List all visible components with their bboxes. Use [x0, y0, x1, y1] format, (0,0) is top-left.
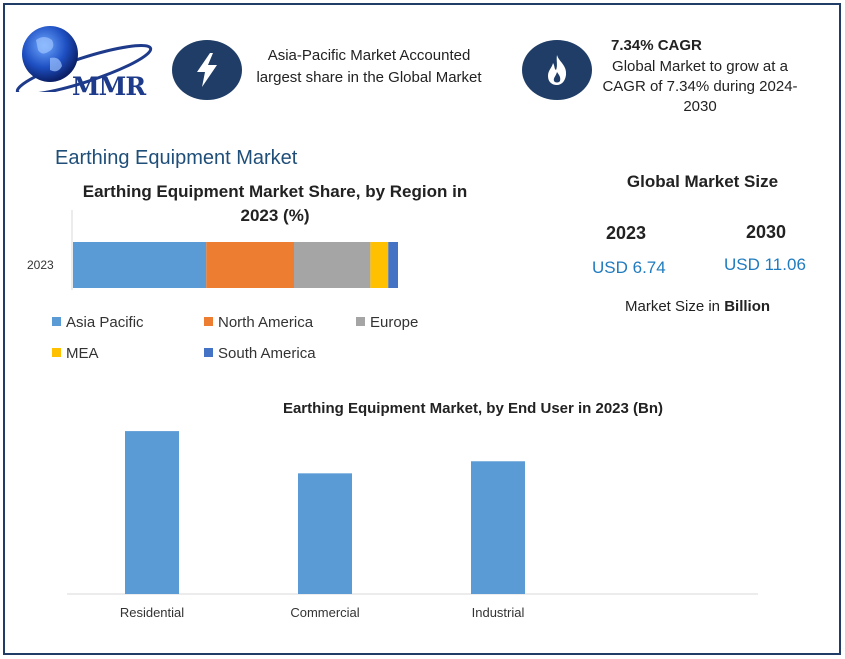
end-user-bar-residential — [125, 431, 179, 594]
end-user-chart-title: Earthing Equipment Market, by End User i… — [283, 400, 663, 417]
legend-label-asia-pacific: Asia Pacific — [66, 314, 144, 331]
region-chart-category-label: 2023 — [27, 258, 54, 272]
section-title: Earthing Equipment Market — [55, 147, 298, 169]
infographic-frame — [3, 3, 841, 655]
flame-icon — [548, 55, 567, 85]
flame-badge — [522, 40, 592, 100]
market-size-unit: Market Size in Billion — [590, 298, 805, 315]
year-2030-label: 2030 — [746, 222, 787, 242]
legend-swatch-north-america — [204, 317, 213, 326]
region-bar-segment-north-america — [206, 242, 294, 288]
legend-swatch-asia-pacific — [52, 317, 61, 326]
market-size-2023-value: USD 6.74 — [592, 258, 666, 277]
lightning-badge — [172, 40, 242, 100]
region-bar-segment-mea — [370, 242, 389, 288]
mmr-logo: MMR — [12, 20, 157, 101]
legend-label-mea: MEA — [66, 345, 99, 362]
cagr-title: 7.34% CAGR — [611, 37, 702, 54]
region-bar-segment-south-america — [388, 242, 398, 288]
region-statement: Asia-Pacific Market Accounted largest sh… — [256, 47, 482, 86]
market-size-unit-bold: Billion — [724, 298, 771, 315]
logo-text: MMR — [72, 72, 146, 101]
year-2023-label: 2023 — [606, 223, 647, 243]
legend-swatch-mea — [52, 348, 61, 357]
end-user-category-label-commercial: Commercial — [290, 605, 359, 620]
market-size-unit-prefix: Market Size in — [624, 298, 725, 315]
lightning-icon — [197, 53, 217, 87]
cagr-statement: Global Market to grow at a CAGR of 7.34%… — [602, 58, 798, 115]
end-user-category-label-residential: Residential — [120, 605, 184, 620]
end-user-bar-industrial — [471, 461, 525, 594]
region-bar-segment-asia-pacific — [73, 242, 207, 288]
region-chart-title: Earthing Equipment Market Share, by Regi… — [82, 182, 468, 225]
legend-swatch-europe — [356, 317, 365, 326]
region-bar-segment-europe — [294, 242, 371, 288]
globe-icon — [15, 26, 153, 96]
legend-swatch-south-america — [204, 348, 213, 357]
legend-label-south-america: South America — [218, 345, 316, 362]
end-user-bar-commercial — [298, 473, 352, 594]
end-user-category-label-industrial: Industrial — [472, 605, 525, 620]
market-size-2030-value: USD 11.06 — [724, 255, 806, 274]
legend-label-europe: Europe — [370, 314, 418, 331]
legend-label-north-america: North America — [218, 314, 314, 331]
market-size-title: Global Market Size — [626, 172, 779, 191]
